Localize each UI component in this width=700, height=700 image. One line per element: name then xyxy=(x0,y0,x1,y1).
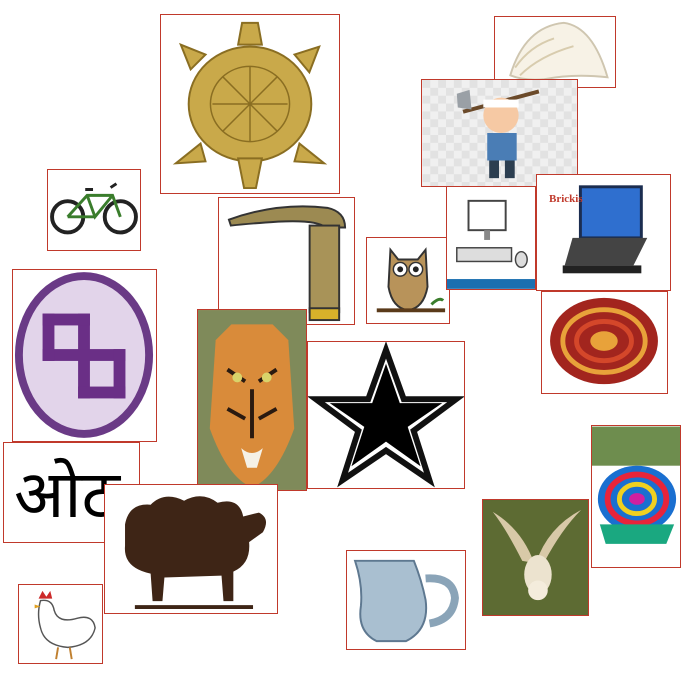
tortoise-picture[interactable] xyxy=(160,14,340,194)
woven-basket-picture[interactable] xyxy=(541,291,668,394)
laptop-brand: Brickis xyxy=(549,193,583,205)
sheep-silhouette-picture[interactable] xyxy=(104,484,278,614)
laptop-computer-picture[interactable]: Brickis xyxy=(536,174,671,291)
boy-with-axe-picture[interactable] xyxy=(421,79,578,187)
desktop-computer-picture[interactable] xyxy=(446,186,536,290)
conch-shell-picture[interactable] xyxy=(494,16,616,88)
swastika-symbol-picture[interactable] xyxy=(12,269,157,442)
jug-picture[interactable] xyxy=(346,550,466,650)
star-picture[interactable] xyxy=(307,341,465,489)
walking-stick-picture[interactable] xyxy=(218,197,355,325)
owl-drawing-picture[interactable] xyxy=(366,237,450,324)
flying-owl-picture[interactable] xyxy=(482,499,589,616)
bicycle-picture[interactable] xyxy=(47,169,141,251)
devanagari-word-picture[interactable]: ओठ xyxy=(3,442,140,543)
colorful-basket-picture[interactable] xyxy=(591,425,681,568)
hen-picture[interactable] xyxy=(18,584,103,664)
devanagari-word: ओठ xyxy=(14,456,120,533)
tiger-picture[interactable] xyxy=(197,309,307,491)
